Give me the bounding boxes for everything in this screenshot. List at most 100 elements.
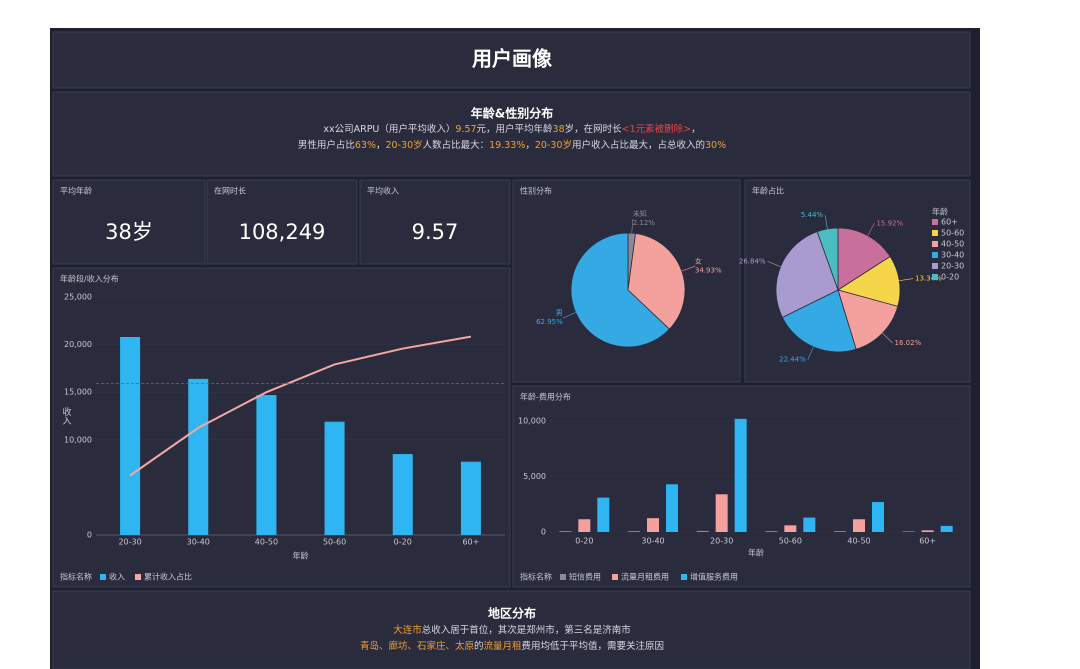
bar [734, 418, 747, 532]
kpi-value: 38岁 [105, 220, 153, 244]
x-tick-label: 40-50 [847, 537, 870, 546]
title-panel [52, 31, 971, 89]
bar [715, 494, 728, 532]
kpi-label: 平均收入 [367, 186, 399, 196]
kpi-label: 平均年龄 [60, 186, 92, 196]
pie-slice [816, 227, 839, 291]
summary-title: 年龄&性别分布 [471, 106, 553, 121]
legend-label: 增值服务费用 [690, 572, 738, 582]
label-leader [882, 332, 893, 344]
kpi-value: 108,249 [239, 220, 326, 244]
legend-label: 0-20 [941, 273, 959, 282]
bar [578, 519, 591, 532]
legend-swatch [932, 274, 938, 280]
page-title: 用户画像 [472, 47, 553, 71]
chart-title: 年龄占比 [752, 186, 784, 196]
label-leader [631, 219, 634, 234]
bar [628, 531, 640, 532]
slice-name: 女 [695, 256, 702, 265]
bar [647, 518, 659, 532]
x-axis-label: 年龄 [293, 551, 309, 561]
x-tick-label: 50-60 [779, 537, 802, 546]
bar [853, 519, 865, 532]
slice-label: 13.34% [915, 275, 942, 283]
x-axis-label: 年龄 [748, 548, 764, 558]
bar [921, 530, 934, 532]
bar [559, 531, 572, 532]
bar [597, 497, 610, 532]
region-title: 地区分布 [488, 606, 536, 621]
x-tick-label: 40-50 [255, 538, 278, 547]
legend-title: 指标名称 [520, 572, 552, 582]
text-segment: <1元素被删除> [622, 123, 691, 135]
y-tick-label: 20,000 [64, 340, 92, 349]
pie-slice [781, 289, 857, 353]
label-leader [867, 223, 875, 236]
text-line: xx公司ARPU（用户平均收入）9.57元，用户平均年龄38岁，在网时长<1元素… [323, 123, 700, 135]
y-tick-label: 10,000 [518, 417, 546, 426]
slice-label: 2.12% [633, 219, 656, 227]
slice-label: 34.93% [695, 266, 722, 274]
text-segment: 青岛、廊坊、石家庄、太原 [360, 640, 474, 652]
slice-label: 5.44% [801, 211, 824, 219]
legend-label: 60+ [941, 218, 958, 227]
text-segment: 用户收入占比最大，占总收入的 [572, 139, 705, 151]
bar [902, 531, 915, 532]
y-tick-label: 0 [541, 528, 546, 537]
y-tick-label: 10,000 [64, 435, 92, 444]
bar [940, 525, 953, 532]
bar [803, 517, 816, 532]
label-leader [562, 312, 576, 319]
y-tick-label: 0 [87, 531, 92, 540]
bar [834, 531, 846, 532]
text-segment: 63% [355, 140, 376, 151]
label-leader [681, 266, 696, 272]
bar [324, 421, 345, 535]
slice-label: 22.44% [779, 356, 806, 364]
legend-title: 年龄 [932, 207, 948, 217]
chart-title: 年龄-费用分布 [520, 392, 571, 402]
text-segment: 费用均低于平均值，需要关注原因 [522, 640, 665, 652]
text-segment: 人数占比最大： [423, 139, 490, 151]
legend-swatch [612, 574, 618, 580]
pie-slice [627, 233, 686, 330]
kpi-panel [359, 179, 511, 265]
x-tick-label: 60+ [462, 538, 479, 547]
legend-label: 流量月租费用 [621, 572, 669, 582]
text-line: 男性用户占比63%，20-30岁人数占比最大：19.33%，20-30岁用户收入… [298, 139, 726, 151]
text-segment: 总收入居于首位，其次是郑州市，第三名是济南市 [422, 624, 632, 636]
text-line: 大连市总收入居于首位，其次是郑州市，第三名是济南市 [393, 624, 631, 636]
legend-label: 40-50 [941, 240, 964, 249]
legend-swatch [135, 574, 141, 580]
slice-label: 16.02% [895, 339, 922, 347]
x-tick-label: 30-40 [187, 538, 210, 547]
legend-label: 30-40 [941, 251, 964, 260]
text-segment: ， [525, 140, 535, 151]
pie-slice [837, 289, 899, 350]
y-tick-label: 15,000 [64, 388, 92, 397]
kpi-value: 9.57 [412, 220, 459, 244]
label-leader [807, 346, 814, 360]
y-tick-label: 5,000 [523, 472, 546, 481]
legend-swatch [932, 230, 938, 236]
bar [696, 530, 709, 532]
legend-label: 累计收入占比 [144, 572, 192, 582]
text-segment: 30% [705, 140, 726, 151]
legend-swatch [560, 574, 566, 580]
slice-label: 15.92% [876, 219, 903, 227]
slice-name: 未知 [633, 209, 647, 218]
legend-swatch [932, 252, 938, 258]
legend-swatch [932, 241, 938, 247]
label-leader [767, 261, 781, 267]
pie-slice [570, 232, 670, 348]
legend-title: 指标名称 [60, 572, 92, 582]
text-segment: 流量月租 [484, 640, 523, 652]
chart-title: 性别分布 [520, 186, 552, 196]
text-line: 青岛、廊坊、石家庄、太原的流量月租费用均低于平均值，需要关注原因 [360, 640, 664, 652]
legend-swatch [932, 263, 938, 269]
legend-label: 20-30 [941, 262, 964, 271]
text-segment: 大连市 [393, 624, 422, 636]
text-segment: 9.57 [455, 124, 476, 135]
legend-swatch [681, 574, 687, 580]
x-tick-label: 50-60 [323, 538, 346, 547]
